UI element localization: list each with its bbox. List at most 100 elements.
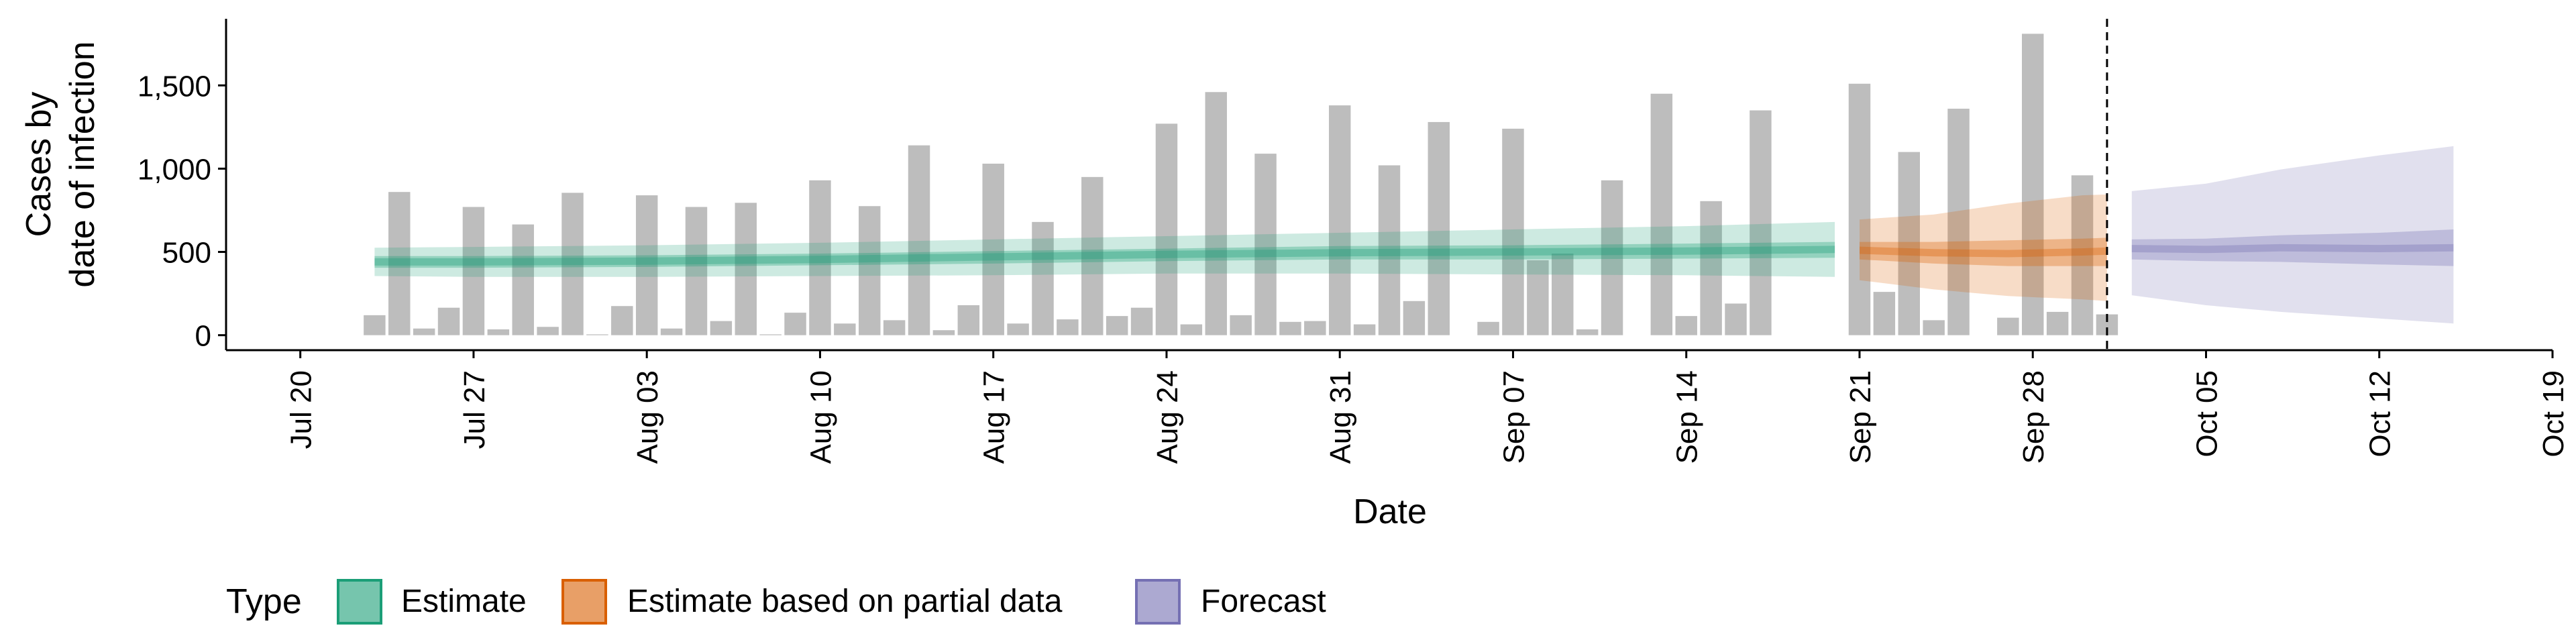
legend-swatch-partial [561, 579, 607, 625]
legend-title: Type [226, 582, 302, 621]
bar-2020-08-24 [1155, 123, 1178, 335]
bar-2020-08-23 [1130, 307, 1153, 335]
bar-2020-08-03 [635, 195, 658, 335]
bar-2020-08-18 [1007, 323, 1029, 335]
x-ticks: Jul 20 Jul 27 Aug 03 Aug 10 Aug 17 Aug 24 Aug … [285, 350, 2570, 464]
x-tick-label: Oct 05 [2191, 370, 2224, 458]
bar-2020-09-25 [1947, 109, 1970, 335]
x-tick-label: Aug 24 [1151, 370, 1184, 464]
legend-swatch-forecast [1135, 579, 1181, 625]
y-tick-label: 1,000 [138, 153, 211, 186]
bar-2020-09-03 [1403, 301, 1426, 335]
bar-2020-07-31 [561, 193, 584, 335]
y-ticks: 0 500 1,000 1,500 [138, 70, 226, 353]
ribbon-outer-estimate [374, 221, 1835, 277]
x-axis-label: Date [1353, 492, 1427, 531]
ribbon-inner-forecast [2131, 229, 2454, 266]
x-tick-label: Jul 20 [285, 370, 318, 449]
bar-2020-09-10 [1576, 329, 1599, 335]
bar-2020-08-16 [957, 305, 980, 335]
y-axis-label-line-2: date of infection [63, 41, 102, 287]
bar-2020-08-04 [660, 328, 683, 335]
bar-2020-08-19 [1032, 221, 1054, 335]
bar-2020-08-05 [685, 207, 708, 335]
ribbon-inner-estimate [374, 241, 1835, 268]
bar-2020-09-01 [1353, 324, 1376, 335]
bar-2020-08-07 [735, 203, 757, 335]
x-tick-label: Aug 03 [631, 370, 664, 464]
legend: Type Estimate Estimate based on partial … [226, 579, 1326, 625]
bar-2020-09-21 [1848, 83, 1871, 335]
bar-2020-09-04 [1428, 121, 1450, 335]
bar-2020-08-30 [1304, 321, 1326, 335]
bar-2020-08-12 [859, 206, 881, 335]
y-axis-label-line-1: Cases by [19, 92, 58, 237]
bar-2020-09-08 [1527, 260, 1549, 335]
bar-2020-08-14 [908, 145, 930, 335]
bar-2020-08-08 [759, 334, 782, 335]
bar-2020-09-24 [1923, 320, 1945, 335]
bar-2020-09-16 [1725, 303, 1747, 335]
bar-2020-09-09 [1552, 254, 1574, 335]
ribbon-median-estimate-based-on-partial-data [1860, 246, 2107, 258]
bar-2020-09-17 [1750, 110, 1772, 335]
bar-2020-08-28 [1254, 154, 1277, 335]
bar-2020-07-27 [462, 207, 485, 335]
bar-2020-08-02 [611, 306, 633, 335]
bar-2020-09-06 [1477, 321, 1499, 335]
bar-2020-09-11 [1601, 180, 1623, 335]
bars-layer [364, 34, 2118, 335]
bar-2020-08-26 [1205, 92, 1227, 335]
x-tick-label: Oct 19 [2537, 370, 2570, 458]
bar-2020-09-14 [1675, 316, 1697, 335]
x-tick-label: Aug 31 [1324, 370, 1357, 464]
legend-swatch-estimate [337, 579, 382, 625]
y-tick-label: 0 [195, 320, 211, 353]
bar-2020-09-30 [2071, 175, 2094, 335]
ribbon-median-estimate [374, 246, 1835, 266]
bar-2020-09-23 [1898, 152, 1920, 335]
x-tick-label: Aug 10 [804, 370, 837, 464]
bar-2020-09-15 [1700, 201, 1722, 335]
bar-2020-07-26 [437, 307, 460, 335]
bar-2020-08-11 [834, 323, 856, 335]
bar-2020-09-27 [1997, 317, 2019, 335]
bar-2020-08-17 [982, 163, 1004, 335]
bar-2020-08-01 [586, 334, 608, 335]
legend-label-forecast: Forecast [1201, 584, 1326, 619]
x-tick-label: Oct 12 [2364, 370, 2397, 458]
legend-label-partial: Estimate based on partial data [627, 584, 1063, 619]
bands-layer [374, 146, 2454, 324]
bar-2020-09-28 [2022, 34, 2044, 335]
bar-2020-07-30 [537, 327, 559, 335]
bar-2020-08-10 [809, 180, 831, 335]
x-tick-label: Sep 07 [1498, 370, 1531, 464]
y-tick-label: 1,500 [138, 70, 211, 103]
bar-2020-09-07 [1502, 128, 1524, 335]
bar-2020-09-13 [1650, 93, 1673, 335]
axes-layer [225, 19, 2553, 352]
legend-label-estimate: Estimate [401, 584, 527, 619]
bar-2020-08-09 [784, 313, 806, 335]
bar-2020-08-27 [1230, 315, 1252, 335]
bar-2020-08-15 [932, 330, 955, 335]
bar-2020-08-25 [1180, 324, 1203, 335]
x-tick-label: Aug 17 [978, 370, 1011, 464]
bar-2020-08-21 [1081, 176, 1104, 335]
ribbon-median-forecast [2131, 244, 2454, 254]
x-tick-label: Jul 27 [458, 370, 491, 449]
bar-2020-07-25 [413, 328, 435, 335]
bar-2020-09-02 [1378, 165, 1401, 335]
ribbon-outer-forecast [2131, 146, 2454, 324]
ribbon-outer-estimate-based-on-partial-data [1860, 194, 2107, 301]
bar-2020-07-28 [487, 329, 510, 335]
ribbon-inner-estimate-based-on-partial-data [1860, 237, 2107, 266]
bar-2020-08-13 [883, 320, 906, 335]
bar-2020-07-23 [364, 315, 386, 335]
bar-2020-08-22 [1106, 316, 1128, 335]
bar-2020-07-24 [388, 192, 411, 335]
bar-2020-08-06 [710, 321, 733, 335]
bar-2020-08-31 [1328, 105, 1351, 335]
y-tick-label: 500 [162, 237, 211, 270]
